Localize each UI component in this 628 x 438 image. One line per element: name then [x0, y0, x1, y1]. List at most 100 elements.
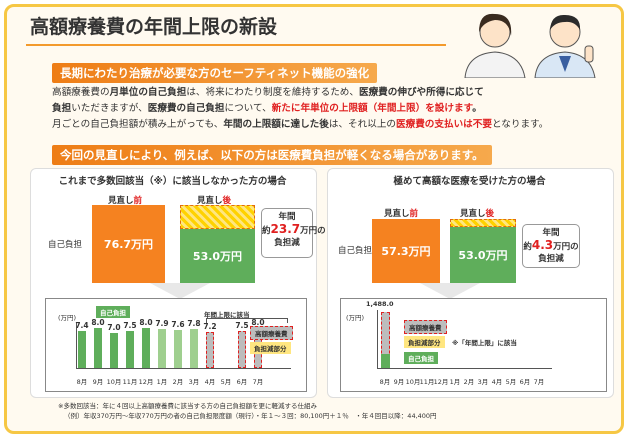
legend-item: ※「年間上限」に該当	[452, 339, 517, 347]
before-bar: 76.7万円	[92, 205, 165, 283]
month-label: 12月	[138, 378, 154, 386]
amount: 23.7	[270, 222, 301, 236]
month-label: 6月	[236, 378, 248, 386]
month-label: 9月	[92, 378, 104, 386]
legend-item: 年間上限に該当	[204, 311, 250, 319]
bar-value: 76.7万円	[103, 238, 154, 251]
month-bar	[190, 329, 198, 368]
month-bar	[174, 330, 182, 368]
label-text: 見直し	[197, 196, 223, 206]
month-label: 2月	[463, 378, 475, 386]
after-bar: 53.0万円	[180, 229, 255, 283]
month-label: 7月	[533, 378, 545, 386]
pointer	[420, 283, 480, 299]
before-label: 見直し前	[384, 207, 418, 219]
text-segment: いただきますが、	[71, 103, 148, 114]
month-label: 11月	[122, 378, 138, 386]
label-mark: 後	[485, 209, 495, 219]
month-value: 7.5	[123, 320, 137, 330]
title: 高額療養費の年間上限の新設	[30, 16, 278, 38]
section1-paragraph: 高額療養費の月単位の自己負担は、将来にわたり制度を維持するため、医療費の伸びや所…	[52, 85, 548, 133]
month-label: 6月	[519, 378, 531, 386]
label-text: 見直し	[460, 209, 486, 219]
section2-heading: 今回の見直しにより、例えば、以下の方は医療費負担が軽くなる場合があります。	[52, 145, 492, 165]
unit-label: (万円)	[346, 314, 365, 322]
month-value: 7.8	[187, 319, 201, 328]
month-bar	[158, 328, 166, 368]
text-segment: 医療費の伸びや所得に応じて	[359, 87, 484, 98]
text-segment: 医療費の支払いは不要	[396, 119, 492, 130]
month-label: 3月	[477, 378, 489, 386]
self-pay-bar	[381, 354, 390, 368]
month-label: 5月	[505, 378, 517, 386]
month-label: 8月	[76, 378, 88, 386]
amount: 4.3	[531, 238, 554, 252]
text-segment: は、将来にわたり制度を維持するため、	[186, 87, 359, 98]
legend-item: 高額療養費	[404, 320, 447, 334]
month-value: 7.9	[155, 318, 169, 328]
x-axis	[76, 368, 291, 369]
legend-item: 高額療養費	[250, 326, 293, 340]
footnote: （例）年収370万円〜年収770万円の者の自己負担限度額（現行）・年１〜３回：8…	[64, 412, 437, 420]
label-mark: 前	[409, 209, 419, 219]
callout-prefix: 約	[523, 242, 532, 252]
month-bar	[94, 328, 102, 368]
month-label: 9月	[393, 378, 405, 386]
panel-title: これまで多数回該当（※）に該当しなかった方の場合	[58, 176, 287, 187]
before-label: 見直し前	[108, 194, 142, 206]
label-mark: 後	[222, 196, 232, 206]
text-segment: について、	[224, 103, 272, 114]
month-value: 7.0	[107, 323, 121, 332]
text-segment: 。	[472, 103, 482, 114]
title-underline	[26, 44, 446, 46]
month-label: 4月	[491, 378, 503, 386]
section1-heading: 長期にわたり治療が必要な方のセーフティネット機能の強化	[52, 63, 378, 83]
paragraph-line: 負担いただきますが、医療費の自己負担について、新たに年単位の上限額（年間上限）を…	[52, 101, 548, 117]
legend-item: 自己負担	[96, 306, 130, 318]
month-label: 3月	[188, 378, 200, 386]
month-label: 8月	[379, 378, 391, 386]
month-label: 4月	[204, 378, 216, 386]
legend-item: 自己負担	[404, 352, 438, 364]
month-label: 10月	[106, 378, 122, 386]
y-axis	[76, 322, 77, 368]
month-value: 7.4	[75, 321, 89, 330]
axis-label: 自己負担	[48, 240, 83, 250]
month-value: 8.0	[91, 318, 105, 327]
month-value: 7.5	[235, 320, 249, 330]
after-label: 見直し後	[197, 194, 231, 206]
callout-suffix: 万円の	[553, 242, 579, 252]
unit-label: (万円)	[58, 314, 77, 322]
legend-item: 負担減部分	[250, 342, 291, 354]
month-bar	[78, 331, 86, 368]
text-segment: 新たに年単位の上限額（年間上限）を設けます	[271, 103, 473, 114]
text-segment: 年間の上限額に達した後	[223, 119, 329, 130]
month-value: 8.0	[251, 318, 265, 327]
month-value: 7.2	[203, 322, 217, 331]
people-illustration	[464, 13, 596, 78]
month-value: 8.0	[139, 318, 153, 327]
text-segment: 負担	[52, 103, 72, 114]
callout-line: 年間	[542, 228, 560, 238]
text-segment: となります。	[491, 119, 549, 130]
bar-value: 53.0万円	[192, 250, 243, 263]
callout-prefix: 約	[262, 226, 271, 236]
month-bar	[110, 333, 118, 368]
text-segment: 高額療養費の	[52, 87, 110, 98]
axis-label: 自己負担	[338, 246, 373, 256]
legend-bracket	[206, 318, 288, 323]
after-bar: 53.0万円	[450, 227, 516, 283]
month-bar	[238, 330, 246, 368]
month-bar	[206, 332, 214, 368]
reduction-area	[180, 205, 255, 229]
bar-value: 57.3万円	[381, 245, 431, 258]
paragraph-line: 月ごとの自己負担額が積み上がっても、年間の上限額に達した後は、それ以上の医療費の…	[52, 117, 548, 133]
callout: 年間 約4.3万円の 負担減	[522, 224, 580, 268]
month-label: 5月	[220, 378, 232, 386]
text-segment: 月単位の自己負担	[109, 87, 187, 98]
callout-line: 負担減	[538, 254, 564, 264]
month-label: 11月	[419, 378, 435, 386]
callout-amount: 約4.3万円の	[523, 239, 579, 253]
before-bar: 57.3万円	[372, 219, 440, 283]
callout: 年間 約23.7万円の 負担減	[261, 208, 326, 258]
